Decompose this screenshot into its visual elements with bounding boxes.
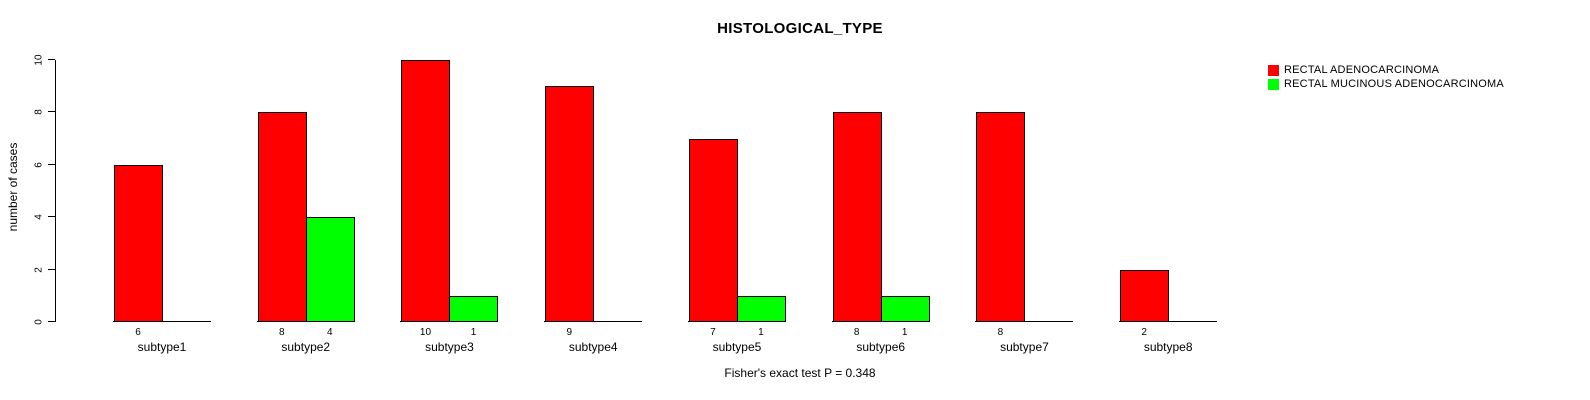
bar-value-label: 8	[278, 327, 285, 338]
bar-rect	[688, 139, 738, 322]
bar-rect	[1120, 270, 1170, 322]
bar-rect	[401, 60, 451, 322]
bar-value-label: 10	[419, 327, 432, 338]
category-label: subtype5	[712, 340, 762, 354]
y-axis-tick	[48, 216, 55, 217]
bar-value-label: 2	[1141, 327, 1147, 338]
chart-title: HISTOLOGICAL_TYPE	[717, 20, 883, 37]
legend-item-rectal-mucinous-adenocarcinoma: RECTAL MUCINOUS ADENOCARCINOMA	[1268, 78, 1504, 90]
category-label: subtype1	[137, 340, 187, 354]
legend-item-rectal-adenocarcinoma: RECTAL ADENOCARCINOMA	[1268, 64, 1504, 76]
bar-rect	[545, 86, 595, 322]
bar-rect	[880, 296, 930, 322]
bar-value-label: 8	[853, 327, 860, 338]
category-label: subtype7	[1000, 340, 1049, 354]
category-label: subtype6	[856, 340, 906, 354]
bar-value-label: 6	[135, 327, 141, 338]
bar-value-label: 8	[997, 327, 1004, 338]
bar-value-label: 1	[758, 327, 764, 338]
y-tick-label: 6	[33, 162, 45, 168]
bar-value-label: 4	[326, 327, 333, 338]
y-axis-tick	[48, 111, 55, 112]
bar-rect	[257, 112, 307, 322]
bar-rect	[114, 165, 163, 322]
y-axis-tick	[48, 269, 55, 270]
y-tick-label: 2	[33, 267, 45, 273]
y-tick-label: 0	[33, 319, 45, 325]
bar-value-label: 9	[566, 327, 572, 338]
bar-rect	[976, 112, 1026, 322]
annotation-pvalue: Fisher's exact test P = 0.348	[724, 366, 876, 380]
y-axis-line	[55, 60, 56, 322]
bar-rect	[736, 296, 786, 322]
y-tick-label: 4	[33, 214, 45, 220]
category-label: subtype3	[425, 340, 474, 354]
y-tick-label: 8	[33, 109, 45, 115]
category-label: subtype4	[568, 340, 618, 354]
y-axis-tick	[48, 164, 55, 165]
y-axis-tick	[48, 321, 55, 322]
bar-value-label: 1	[901, 327, 908, 338]
y-axis-tick	[48, 59, 55, 60]
legend-label: RECTAL ADENOCARCINOMA	[1284, 64, 1440, 76]
y-tick-label: 10	[33, 54, 45, 66]
legend-swatch-green	[1268, 78, 1279, 90]
legend-swatch-red	[1268, 64, 1279, 76]
legend: RECTAL ADENOCARCINOMA RECTAL MUCINOUS AD…	[1268, 64, 1504, 92]
bar-rect	[449, 296, 499, 322]
bar-value-label: 7	[710, 327, 716, 338]
category-label: subtype8	[1143, 340, 1193, 354]
bar-rect	[832, 112, 882, 322]
bar-rect	[305, 217, 355, 322]
bar-value-label: 1	[470, 327, 477, 338]
category-label: subtype2	[281, 340, 331, 354]
legend-label: RECTAL MUCINOUS ADENOCARCINOMA	[1284, 78, 1504, 90]
